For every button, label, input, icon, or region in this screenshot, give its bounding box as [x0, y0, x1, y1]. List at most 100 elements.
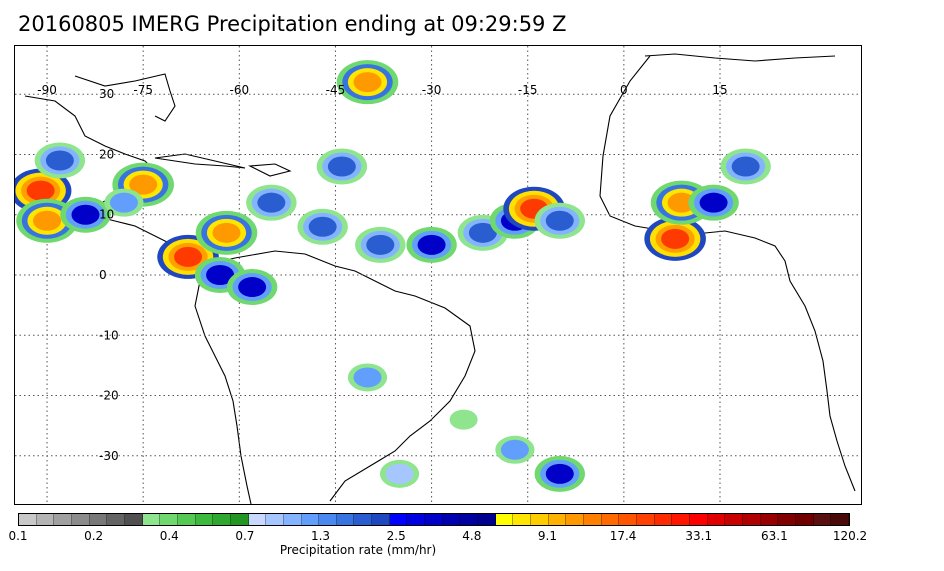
colorbar-tick-label: 0.4 [159, 529, 179, 543]
lat-tick-label: 10 [99, 208, 114, 222]
colorbar-segment [354, 514, 373, 525]
lon-tick-label: -90 [37, 83, 57, 97]
precip-cell [661, 228, 690, 249]
colorbar-segment [266, 514, 284, 525]
colorbar-label: Precipitation rate (mm/hr) [279, 543, 437, 557]
lon-tick-label: 0 [620, 83, 628, 97]
map-canvas: -90 -75 -60 -45 -30 -15 0 15 30 20 10 0 -10 -20 -30 [15, 46, 861, 504]
colorbar-segment [336, 514, 355, 525]
colorbar-segment [319, 514, 337, 525]
gridlines [15, 46, 861, 504]
precip-cell [545, 210, 574, 231]
colorbar-tick-label: 0.2 [84, 529, 104, 543]
precip-cell [206, 265, 235, 285]
precip-cell [45, 150, 74, 171]
colorbar-segment [283, 514, 302, 525]
colorbar-segment [689, 514, 708, 525]
colorbar-segment [19, 514, 37, 525]
lat-tick-label: 30 [99, 87, 114, 101]
colorbar-segment [619, 514, 637, 525]
colorbar-tick-label: 9.1 [537, 529, 557, 543]
precip-cell [385, 463, 414, 484]
coastlines [24, 53, 856, 504]
south-america-coast [209, 250, 476, 502]
colorbar-segment [478, 514, 496, 525]
colorbar-segment [601, 514, 620, 525]
map-title: 20160805 IMERG Precipitation ending at 0… [18, 12, 567, 36]
colorbar-segment [548, 514, 567, 525]
colorbar-segment [725, 514, 743, 525]
colorbar-tick-label: 1.3 [310, 529, 331, 543]
colorbar-segment [707, 514, 726, 525]
precip-cell [417, 234, 446, 255]
colorbar-segment [742, 514, 761, 525]
colorbar-segment [672, 514, 690, 525]
colorbar-tick-label: 120.2 [832, 529, 868, 543]
colorbar-tick-label: 2.5 [386, 529, 406, 543]
precip-cell [545, 463, 574, 484]
colorbar-tick-label: 4.8 [462, 529, 482, 543]
florida-coast [74, 73, 176, 122]
colorbar-segment [213, 514, 231, 525]
colorbar-segment [407, 514, 426, 525]
colorbar-segment [160, 514, 178, 525]
precip-cell [174, 246, 203, 267]
precip-cell [731, 156, 760, 177]
lon-tick-label: -75 [133, 83, 153, 97]
precip-cell [257, 192, 286, 213]
colorbar-segment [389, 514, 408, 525]
colorbar-segment [107, 514, 125, 525]
colorbar-segment [442, 514, 461, 525]
colorbar-segment [248, 514, 267, 525]
colorbar-segment [54, 514, 72, 525]
colorbar-segment [142, 514, 161, 525]
precipitation-map: -90 -75 -60 -45 -30 -15 0 15 30 20 10 0 -10 -20 -30 [14, 45, 862, 505]
lon-tick-label: -45 [326, 83, 346, 97]
precip-cell [353, 72, 382, 93]
lat-tick-label: -10 [99, 328, 119, 342]
colorbar-segment [460, 514, 479, 525]
lat-tick-label: -20 [99, 389, 119, 403]
colorbar-ticks: 0.1 0.2 0.4 0.7 1.3 2.5 4.8 9.1 17.4 33.1 63.1 120.… [8, 529, 867, 545]
colorbar-segment [301, 514, 320, 525]
colorbar-tick-label: 0.7 [235, 529, 255, 543]
colorbar-segment [778, 514, 796, 525]
colorbar-segment [372, 514, 390, 525]
colorbar-segment [36, 514, 55, 525]
colorbar-segment [636, 514, 655, 525]
colorbar-segment [513, 514, 532, 525]
colorbar-tick-label: 63.1 [761, 529, 788, 543]
colorbar-segment [124, 514, 143, 525]
precip-cell [366, 234, 395, 255]
precip-cell [26, 180, 55, 201]
colorbar-segment [584, 514, 602, 525]
lon-tick-label: -15 [518, 83, 538, 97]
precip-cell [212, 222, 241, 243]
precip-cell [353, 367, 382, 388]
south-america-west-coast [194, 263, 252, 504]
precip-cell [129, 174, 158, 195]
precip-cell [71, 204, 100, 225]
colorbar-tick-label: 0.1 [8, 529, 28, 543]
lat-tick-label: 20 [99, 147, 114, 161]
colorbar-segment [230, 514, 249, 525]
colorbar [18, 513, 850, 526]
precip-cell [699, 192, 728, 213]
precip-cell [449, 409, 478, 430]
colorbar-tick-label: 33.1 [685, 529, 713, 543]
precip-cell [500, 439, 529, 460]
hispaniola-coast [247, 163, 292, 177]
lat-tick-label: 0 [99, 268, 107, 282]
lat-tick-label: -30 [99, 449, 119, 463]
colorbar-segment [531, 514, 549, 525]
precip-cell [33, 210, 62, 231]
colorbar-tick-label: 17.4 [609, 529, 637, 543]
lon-tick-label: 15 [712, 83, 727, 97]
lon-tick-label: -60 [230, 83, 250, 97]
colorbar-segment [89, 514, 108, 525]
colorbar-segment [760, 514, 779, 525]
precip-cells [15, 60, 771, 492]
colorbar-segment [195, 514, 214, 525]
colorbar-segment [566, 514, 584, 525]
colorbar-segment [495, 514, 514, 525]
